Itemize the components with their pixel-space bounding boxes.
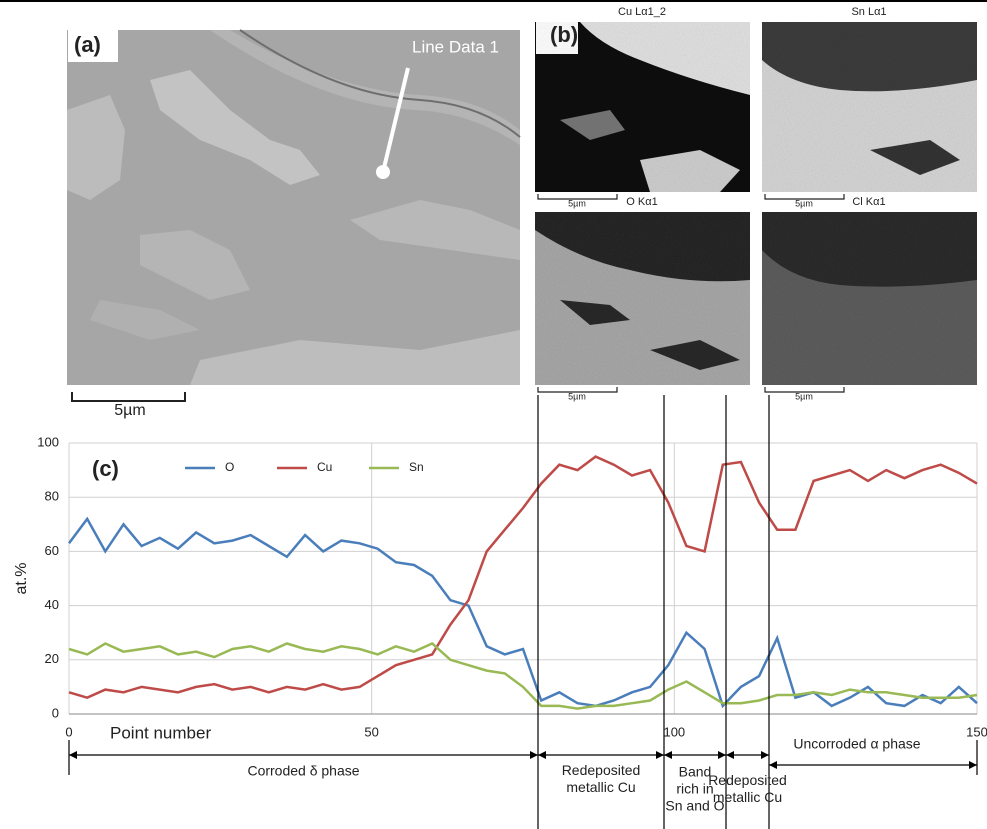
- annotation: Line Data 1: [412, 37, 499, 56]
- sem-image: [67, 30, 520, 385]
- x-tick-label: 150: [966, 724, 987, 739]
- y-tick-label: 100: [37, 434, 59, 449]
- x-tick-label: 0: [65, 724, 72, 739]
- y-tick-label: 60: [45, 543, 59, 558]
- map-cl: [762, 212, 977, 385]
- map-title: Sn Lα1: [851, 6, 886, 18]
- data-line: [69, 519, 977, 706]
- map-o: [535, 212, 750, 385]
- panel-label: (c): [92, 456, 119, 481]
- y-axis-title: at.%: [13, 562, 30, 594]
- scale-label: 5µm: [568, 198, 586, 208]
- map-title: Cl Kα1: [852, 196, 885, 208]
- data-line: [69, 644, 977, 709]
- y-tick-label: 40: [45, 597, 59, 612]
- y-tick-label: 20: [45, 651, 59, 666]
- phase-label: Redeposited: [708, 772, 787, 788]
- map-sn: [762, 22, 977, 192]
- map-title: Cu Lα1_2: [618, 6, 666, 18]
- data-line: [69, 457, 977, 698]
- map-cu: [535, 22, 750, 192]
- phase-label: Band: [679, 764, 712, 780]
- x-tick-label: 50: [364, 724, 378, 739]
- scale-bar: [72, 392, 185, 401]
- legend-label: Cu: [317, 460, 332, 474]
- x-tick-label: 100: [663, 724, 685, 739]
- legend-label: Sn: [409, 460, 424, 474]
- phase-label: metallic Cu: [566, 779, 635, 795]
- x-axis-title: Point number: [110, 723, 211, 742]
- y-tick-label: 80: [45, 489, 59, 504]
- scale-label: 5µm: [114, 402, 145, 419]
- phase-label: metallic Cu: [713, 789, 782, 805]
- scale-label: 5µm: [795, 391, 813, 401]
- scale-label: 5µm: [568, 391, 586, 401]
- phase-label: Redeposited: [562, 762, 641, 778]
- legend-label: O: [225, 460, 234, 474]
- phase-label: Corroded δ phase: [247, 763, 359, 779]
- scale-label: 5µm: [795, 198, 813, 208]
- panel-label: (b): [550, 22, 578, 47]
- map-title: O Kα1: [626, 196, 657, 208]
- phase-label: Uncorroded α phase: [793, 736, 920, 752]
- y-tick-label: 0: [52, 705, 59, 720]
- figure: (a) Line Data 1 5µm (b) Cu Lα1_2 5µm Sn Lα…: [0, 0, 987, 829]
- panel-label: (a): [74, 32, 101, 57]
